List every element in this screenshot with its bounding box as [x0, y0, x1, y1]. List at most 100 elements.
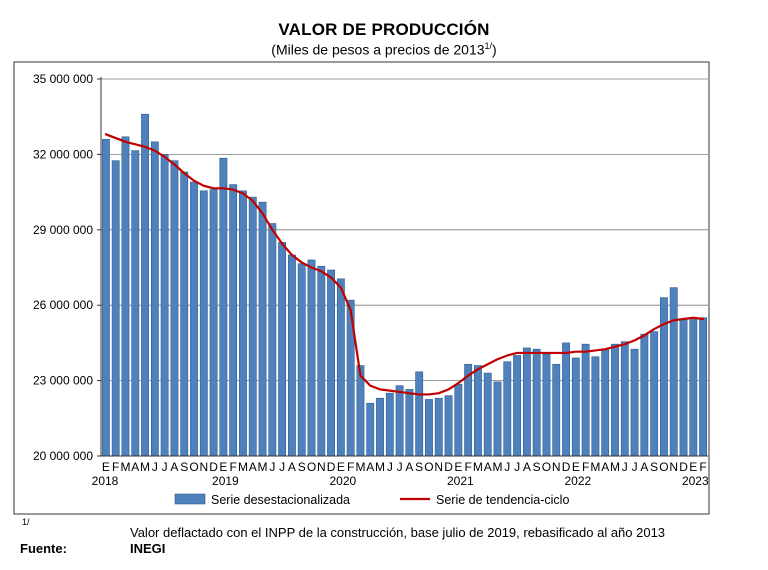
bar — [405, 389, 414, 457]
x-month-label: E — [219, 460, 227, 474]
bar — [170, 160, 179, 457]
x-month-label: A — [640, 460, 648, 474]
x-month-label: J — [632, 460, 638, 474]
x-month-label: J — [514, 460, 520, 474]
x-month-label: A — [249, 460, 257, 474]
bar — [571, 357, 580, 457]
x-month-label: F — [699, 460, 706, 474]
x-month-label: E — [102, 460, 110, 474]
bar — [131, 150, 140, 457]
subtitle-footnote-ref: 1/ — [484, 41, 493, 51]
x-month-label: M — [590, 460, 600, 474]
bar — [297, 263, 306, 457]
labels-layer: 20 000 000 23 000 000 26 000 000 29 000 000… — [33, 72, 709, 488]
x-month-label: M — [238, 460, 248, 474]
x-month-label: M — [610, 460, 620, 474]
bar — [307, 259, 316, 457]
bar — [650, 331, 659, 457]
x-month-label: D — [209, 460, 218, 474]
bar — [434, 397, 443, 457]
footnote-mark: 1/ — [22, 517, 30, 527]
x-year-label: 2022 — [564, 474, 591, 488]
bar — [180, 171, 189, 457]
y-tick-label: 23 000 000 — [33, 374, 93, 388]
bar — [483, 372, 492, 457]
x-month-label: A — [131, 460, 139, 474]
x-month-label: S — [533, 460, 541, 474]
subtitle-close: ) — [492, 41, 497, 58]
x-month-label: J — [279, 460, 285, 474]
bar — [581, 343, 590, 457]
bar — [552, 363, 561, 457]
bar — [199, 190, 208, 457]
x-month-label: J — [162, 460, 168, 474]
x-month-label: F — [112, 460, 119, 474]
bar — [425, 399, 433, 457]
bars-layer — [101, 113, 708, 457]
trend-line — [104, 133, 705, 396]
bar — [415, 371, 424, 457]
bar — [503, 361, 512, 457]
x-month-label: N — [552, 460, 561, 474]
legend-label-bars: Serie desestacionalizada — [211, 493, 350, 507]
bar — [601, 348, 610, 457]
x-month-label: N — [434, 460, 443, 474]
x-month-label: M — [355, 460, 365, 474]
x-month-label: D — [444, 460, 453, 474]
x-month-label: E — [689, 460, 697, 474]
x-year-label: 2023 — [682, 474, 709, 488]
bar — [669, 287, 678, 457]
x-month-label: M — [493, 460, 503, 474]
bar — [679, 318, 688, 457]
x-month-label: D — [562, 460, 571, 474]
x-month-label: A — [288, 460, 296, 474]
bar — [444, 395, 453, 457]
x-month-label: M — [473, 460, 483, 474]
source-value: INEGI — [130, 541, 166, 556]
bar — [532, 348, 541, 457]
x-month-label: J — [152, 460, 158, 474]
bar — [366, 402, 375, 457]
subtitle-text: (Miles de pesos a precios de 2013 — [271, 41, 485, 58]
bar — [141, 113, 149, 457]
x-month-label: N — [317, 460, 326, 474]
x-month-label: J — [622, 460, 628, 474]
legend-swatch-bars — [174, 493, 206, 505]
x-month-label: M — [258, 460, 268, 474]
x-month-label: J — [397, 460, 403, 474]
bar — [640, 333, 649, 457]
x-month-label: F — [464, 460, 471, 474]
bar — [562, 342, 570, 457]
bar — [121, 136, 130, 457]
footnote-text: Valor deflactado con el INPP de la const… — [130, 525, 666, 540]
x-month-label: A — [366, 460, 374, 474]
bar — [522, 347, 531, 457]
bar — [219, 157, 228, 457]
legend-label-line: Serie de tendencia-ciclo — [436, 493, 569, 507]
legend: Serie desestacionalizada Serie de tendenc… — [174, 493, 569, 507]
y-tick-label: 20 000 000 — [33, 449, 93, 463]
x-month-label: D — [327, 460, 336, 474]
y-tick-label: 26 000 000 — [33, 298, 93, 312]
bar — [111, 160, 120, 457]
bar — [268, 223, 277, 457]
bar — [385, 392, 394, 457]
x-month-label: A — [523, 460, 531, 474]
chart-subtitle: (Miles de pesos a precios de 20131/) — [0, 41, 768, 58]
x-month-label: D — [679, 460, 688, 474]
x-year-label: 2019 — [212, 474, 239, 488]
bar — [248, 196, 257, 457]
x-month-label: S — [650, 460, 658, 474]
x-month-label: A — [601, 460, 609, 474]
bar — [513, 355, 522, 457]
line-layer — [104, 133, 705, 396]
x-month-label: J — [387, 460, 393, 474]
x-month-label: O — [424, 460, 433, 474]
y-tick-label: 29 000 000 — [33, 223, 93, 237]
x-month-label: E — [572, 460, 580, 474]
x-month-label: E — [454, 460, 462, 474]
bar — [287, 254, 296, 457]
bar — [150, 141, 159, 457]
bar — [474, 365, 482, 457]
